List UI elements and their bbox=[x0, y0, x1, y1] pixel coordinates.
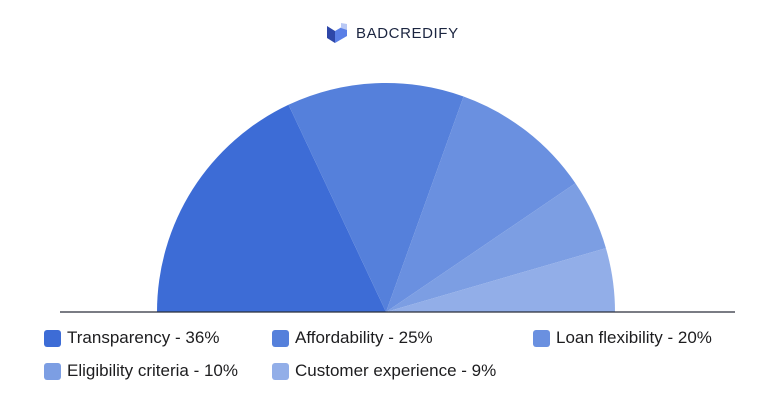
legend-swatch bbox=[533, 329, 550, 347]
legend-item-customer-experience: Customer experience - 9% bbox=[272, 361, 496, 381]
legend-swatch bbox=[44, 362, 61, 380]
badcredify-logo-icon bbox=[327, 23, 347, 43]
slice-eligibility-criteria bbox=[386, 183, 606, 312]
legend-item-transparency: Transparency - 36% bbox=[44, 328, 219, 348]
legend-label: Eligibility criteria - 10% bbox=[67, 361, 238, 380]
chart-slices bbox=[157, 82, 616, 312]
legend-swatch bbox=[44, 329, 61, 347]
slice-customer-experience bbox=[386, 248, 616, 312]
legend-swatch bbox=[272, 329, 289, 347]
legend-label: Transparency - 36% bbox=[67, 328, 220, 347]
legend-swatch bbox=[272, 362, 289, 380]
legend-label: Loan flexibility - 20% bbox=[556, 328, 712, 347]
logo-left-facet bbox=[327, 26, 335, 43]
legend-label: Affordability - 25% bbox=[295, 328, 433, 347]
logo-back-facet bbox=[341, 23, 347, 30]
slice-transparency bbox=[157, 104, 386, 312]
slice-affordability bbox=[288, 82, 464, 312]
brand-name: BADCREDIFY bbox=[356, 24, 459, 42]
legend-label: Customer experience - 9% bbox=[295, 361, 497, 380]
brand-logo: BADCREDIFY bbox=[326, 22, 459, 44]
slice-loan-flexibility bbox=[386, 96, 576, 312]
legend-item-eligibility-criteria: Eligibility criteria - 10% bbox=[44, 361, 238, 381]
legend-item-loan-flexibility: Loan flexibility - 20% bbox=[533, 328, 712, 348]
legend-item-affordability: Affordability - 25% bbox=[272, 328, 433, 348]
